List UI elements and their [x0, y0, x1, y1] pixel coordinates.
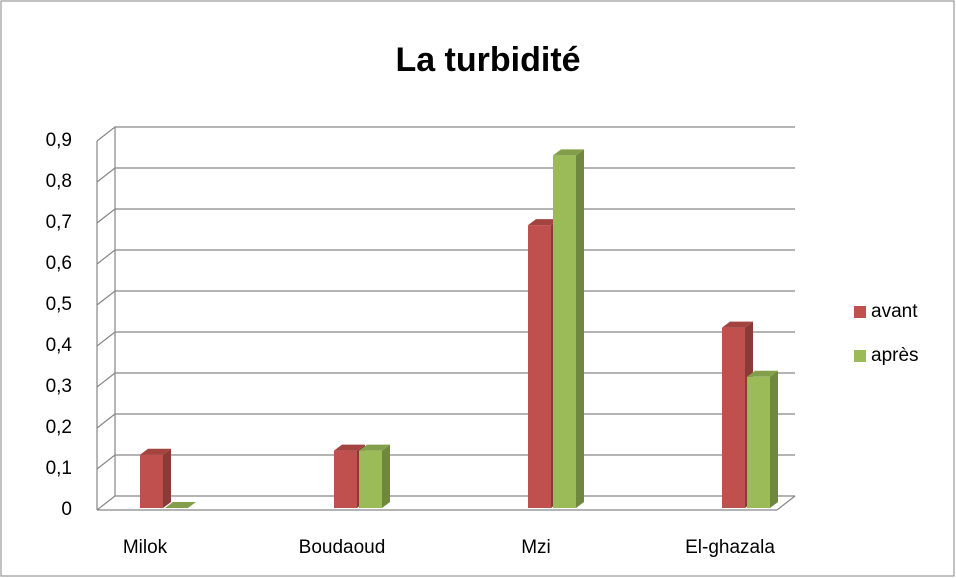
bar-face — [359, 450, 382, 508]
y-tick-label: 0,6 — [46, 253, 72, 274]
bar-face — [576, 149, 584, 508]
x-tick-label: Milok — [123, 537, 168, 558]
x-tick-label: El-ghazala — [685, 537, 775, 558]
legend-swatch — [854, 350, 866, 362]
bar-face — [140, 454, 163, 508]
bar — [747, 370, 778, 508]
bar — [165, 502, 196, 508]
y-tick-label: 0,3 — [46, 376, 72, 397]
bar-face — [163, 448, 171, 508]
chart-title: La turbidité — [395, 41, 580, 79]
floor-edge — [776, 495, 796, 511]
y-tick-label: 0,5 — [46, 294, 72, 315]
y-tick-label: 0,8 — [46, 171, 72, 192]
y-tick-label: 0,2 — [46, 417, 72, 438]
legend-label: après — [871, 345, 919, 366]
y-tick-label: 0 — [61, 499, 72, 520]
bar-face — [528, 225, 551, 508]
bar-face — [553, 155, 576, 508]
grid-line — [96, 126, 795, 142]
bar-face — [334, 444, 365, 451]
bar-face — [382, 444, 390, 508]
bar-face — [770, 370, 778, 508]
bar-face — [722, 327, 745, 508]
legend-label: avant — [871, 301, 918, 322]
bar-face — [553, 149, 584, 156]
x-tick-label: Mzi — [521, 537, 551, 558]
bar-face — [528, 219, 559, 226]
bar-face — [747, 376, 770, 508]
bar — [359, 444, 390, 508]
legend-swatch — [854, 306, 866, 318]
bar-face — [359, 444, 390, 451]
bar-face — [165, 502, 196, 508]
y-tick-label: 0,4 — [46, 335, 73, 356]
bar — [140, 448, 171, 508]
x-tick-label: Boudaoud — [299, 537, 386, 558]
bar-face — [747, 370, 778, 377]
y-tick-label: 0,1 — [46, 458, 72, 479]
bar-face — [140, 448, 171, 455]
bar-face — [334, 450, 357, 508]
bar-face — [722, 321, 753, 328]
y-tick-label: 0,9 — [46, 130, 72, 151]
y-tick-label: 0,7 — [46, 212, 72, 233]
bar — [553, 149, 584, 508]
